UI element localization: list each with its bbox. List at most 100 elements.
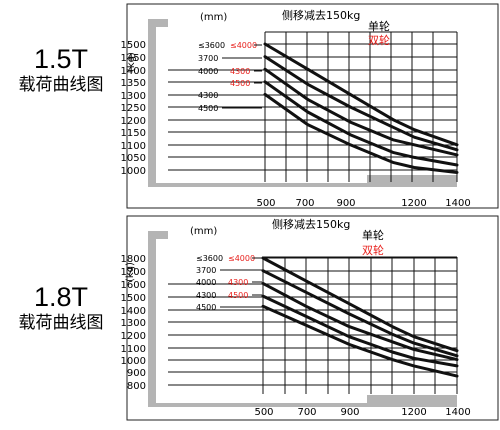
chart-1-series-point <box>392 126 394 128</box>
chart-1-series-point <box>306 83 309 86</box>
chart-1-series-label-double: ≤4000 <box>230 41 257 50</box>
chart-1-series-label-single: 4300 <box>198 91 218 100</box>
chart-2-y-tick-label: 1000 <box>121 356 146 367</box>
chart-2-caption: 1.8T 载荷曲线图 <box>0 282 122 334</box>
chart-1-series-point <box>392 118 394 121</box>
chart-2-series-point <box>391 325 394 328</box>
chart-2-series-point <box>305 280 307 282</box>
chart-1-series-point <box>413 166 416 169</box>
chart-2-y-tick-label: 1700 <box>121 267 146 278</box>
chart-2-series-line-2 <box>261 269 459 358</box>
chart-2-x-tick-label: 1200 <box>401 407 426 418</box>
chart-1-y-tick-label: 1200 <box>121 116 146 127</box>
chart-1-y-unit-label: (kg) <box>126 52 137 72</box>
chart-1-x-unit-label: (mm) <box>200 12 227 23</box>
chart-2-series-point <box>262 282 264 285</box>
chart-1-series-point <box>264 93 266 96</box>
chart-1-series-label-single: 3700 <box>198 54 218 63</box>
chart-2-series-point <box>305 305 307 308</box>
chart-1-series-point <box>456 144 458 146</box>
chart-2-y-tick-label: 1800 <box>121 254 146 265</box>
chart-1-series-point <box>392 151 394 154</box>
chart-2-series-point <box>305 324 307 327</box>
chart-2-note-label: 侧移减去150kg <box>272 218 350 231</box>
chart-2-series-point <box>391 333 394 336</box>
chart-1-series-label-single: 4500 <box>198 104 218 113</box>
chart-2-series-point <box>262 257 264 259</box>
chart-1-series-point <box>413 156 416 159</box>
chart-2-title: 1.8T <box>33 282 89 312</box>
chart-2-subtitle: 载荷曲线图 <box>18 313 104 333</box>
chart-2-y-tick-label: 1300 <box>121 318 146 329</box>
chart-1-y-tick-label: 1400 <box>121 66 146 77</box>
chart-2-series-point <box>413 348 415 351</box>
chart-2-x-tick-label: 900 <box>340 407 359 418</box>
chart-1-y-tick-label: 1300 <box>121 91 146 102</box>
chart-1-series-label-single: 4000 <box>198 67 218 76</box>
chart-1-series-point <box>264 43 266 45</box>
chart-1-title: 1.5T <box>33 44 89 74</box>
chart-2-y-tick-label: 900 <box>127 368 146 379</box>
chart-1-legend-single: 单轮 <box>368 19 390 33</box>
chart-1-x-tick-label: 1400 <box>445 198 470 209</box>
chart-2-x-unit-label: (mm) <box>190 226 217 237</box>
chart-2-series-point <box>348 302 351 305</box>
chart-1-series-label-double: 4500 <box>230 79 250 88</box>
chart-2-series-point <box>348 335 351 338</box>
chart-2-series-point <box>456 349 458 352</box>
chart-1-frame <box>126 3 499 209</box>
chart-1-series-point <box>349 133 352 136</box>
chart-1-series-point <box>264 68 266 70</box>
chart-1-series-point <box>392 161 394 164</box>
chart-1-y-tick-label: 1450 <box>121 53 146 64</box>
chart-2-y-unit-label: (kg) <box>125 262 136 282</box>
chart-1-series-point <box>306 98 309 101</box>
chart-1-series-point <box>456 164 458 166</box>
chart-1-x-tick-label: 900 <box>336 198 355 209</box>
chart-1-series-point <box>413 136 416 138</box>
chart-1-series-point <box>413 144 416 146</box>
chart-2-series-point <box>413 342 415 344</box>
chart-2-series-label-single: ≤3600 <box>196 254 223 263</box>
chart-1-series-point <box>349 106 352 108</box>
chart-2-series-point <box>348 313 351 315</box>
chart-1-y-tick-label: 1000 <box>121 166 146 177</box>
chart-2-legend-single: 单轮 <box>362 228 384 242</box>
chart-1-series-line-4 <box>263 80 459 167</box>
chart-2-series-point <box>305 315 307 318</box>
chart-1-series-label-single: ≤3600 <box>198 41 225 50</box>
chart-1-series-point <box>264 81 266 83</box>
chart-2-y-tick-label: 1200 <box>121 331 146 342</box>
chart-2-series-point <box>456 355 458 357</box>
chart-2-series-line-5 <box>261 304 459 378</box>
chart-2-series-label-single: 4500 <box>196 303 216 312</box>
chart-2-y-tick-label: 1500 <box>121 293 146 304</box>
chart-1-series-line-1 <box>263 42 459 147</box>
chart-2-y-tick-label: 800 <box>127 381 146 392</box>
chart-2-series-point <box>456 365 458 367</box>
chart-2-x-tick-label: 500 <box>254 407 273 418</box>
chart-2-series-point <box>262 295 264 297</box>
chart-1-y-tick-label: 1250 <box>121 103 146 114</box>
chart-2-series-label-double: ≤4000 <box>228 254 255 263</box>
chart-1-x-tick-label: 500 <box>256 198 275 209</box>
chart-1-series-point <box>264 55 266 58</box>
chart-1-series-point <box>392 139 394 141</box>
chart-1-y-tick-label: 1350 <box>121 78 146 89</box>
chart-2-series-point <box>305 291 307 294</box>
chart-2-series-label-single: 4300 <box>196 291 216 300</box>
chart-2-series-line-4 <box>261 294 459 368</box>
chart-2-y-tick-label: 1600 <box>121 280 146 291</box>
chart-2-series-label-double: 4300 <box>228 278 248 287</box>
chart-2-y-tick-label: 1100 <box>121 344 146 355</box>
chart-2-series-label-single: 3700 <box>196 266 216 275</box>
chart-2-series-point <box>456 375 458 377</box>
chart-1-series-point <box>349 144 352 146</box>
chart-2-frame <box>126 215 499 421</box>
chart-2-series-point <box>391 351 394 353</box>
chart-1-y-tick-label: 1100 <box>121 141 146 152</box>
chart-1-y-tick-label: 1150 <box>121 128 146 139</box>
chart-2-x-tick-label: 700 <box>297 407 316 418</box>
chart-1-note-label: 侧移减去150kg <box>282 9 360 22</box>
chart-1-y-tick-label: 1050 <box>121 153 146 164</box>
